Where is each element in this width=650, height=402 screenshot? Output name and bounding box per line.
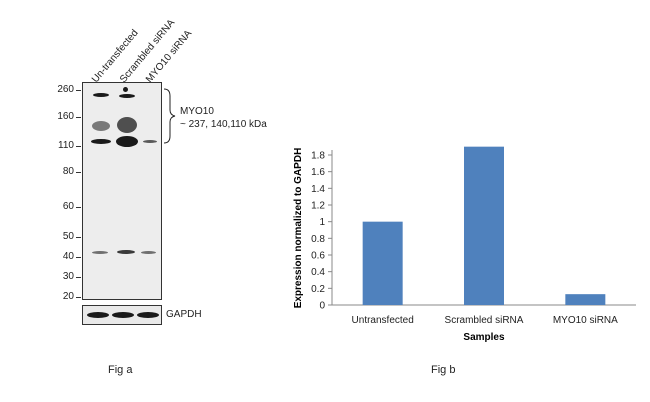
gapdh-band [87,312,109,318]
blot-membrane [82,82,162,300]
bar [362,221,403,305]
y-tick-label: 1.8 [311,151,325,162]
y-tick-label: 1.4 [311,184,325,195]
target-size-label: ~ 237, 140,110 kDa [180,119,267,130]
x-category-label: Scrambled siRNA [445,315,524,326]
loading-control-label: GAPDH [166,309,202,320]
y-tick-label: 0.4 [311,267,325,278]
mw-marker-40: 40 [62,251,74,262]
mw-marker-110: 110 [58,140,74,151]
blot-band [123,87,128,92]
blot-band [117,250,135,254]
x-axis-title: Samples [463,332,505,343]
mw-tick [76,297,81,298]
gapdh-band [112,312,134,318]
x-category-label: Untransfected [352,315,414,326]
blot-band [141,251,156,254]
mw-tick [76,172,81,173]
mw-tick [76,117,81,118]
mw-marker-60: 60 [62,201,74,212]
y-axis-title: Expression normalized to GAPDH [293,148,304,309]
y-tick-label: 0.6 [311,251,325,262]
x-category-label: MYO10 siRNA [553,315,618,326]
y-tick-label: 0 [319,301,325,312]
mw-marker-50: 50 [62,231,74,242]
blot-band [92,121,110,131]
mw-tick [76,146,81,147]
blot-band [116,136,138,147]
mw-tick [76,277,81,278]
mw-tick [76,207,81,208]
blot-band [92,251,108,254]
y-tick-label: 1 [319,217,325,228]
y-tick-label: 0.2 [311,284,325,295]
mw-marker-80: 80 [62,166,74,177]
bar [565,294,606,305]
y-tick-label: 1.6 [311,167,325,178]
mw-marker-20: 20 [62,291,74,302]
mw-marker-260: 260 [57,84,74,95]
target-bracket [163,88,176,144]
blot-band [91,139,111,144]
fig-a-caption: Fig a [108,364,133,376]
blot-band [119,94,135,98]
bar [464,146,504,305]
gapdh-band [137,312,159,318]
mw-marker-30: 30 [62,271,74,282]
mw-tick [76,90,81,91]
y-tick-label: 1.2 [311,201,325,212]
mw-tick [76,257,81,258]
blot-band [143,140,157,143]
mw-marker-160: 160 [57,111,74,122]
mw-tick [76,237,81,238]
y-tick-label: 0.8 [311,234,325,245]
fig-b-caption: Fig b [431,364,456,376]
target-label: MYO10 [180,106,214,117]
blot-band [117,117,137,133]
blot-band [93,93,109,97]
gapdh-membrane [82,305,162,325]
